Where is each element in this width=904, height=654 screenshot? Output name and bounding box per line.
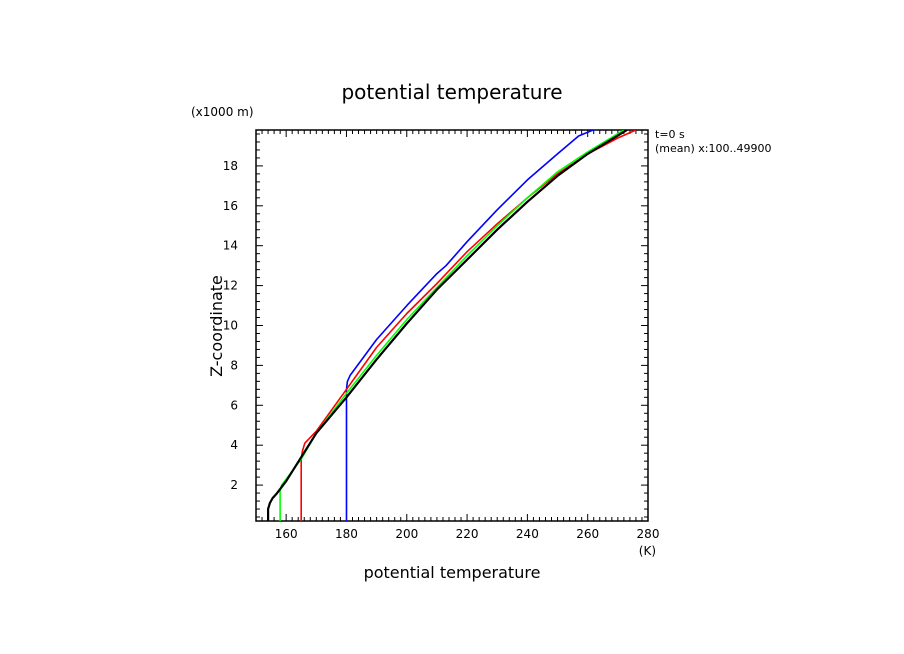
x-tick-label: 180: [335, 527, 358, 541]
x-tick-label: 200: [395, 527, 418, 541]
y-tick-label: 4: [230, 438, 238, 452]
x-tick-label: 280: [637, 527, 660, 541]
y-tick-label: 16: [223, 199, 238, 213]
time-annotation: t=0 s: [655, 128, 685, 141]
plot-area: 160 180 200 220 240 260 280 2 4 6 8 10 12 14 16 18: [223, 129, 660, 541]
series-line-1: [345, 130, 596, 521]
x-axis-label: potential temperature: [364, 563, 541, 582]
y-tick-label: 18: [223, 159, 238, 173]
y-unit-label: (x1000 m): [191, 105, 254, 119]
plot-frame: [255, 129, 649, 522]
x-tick-label: 260: [576, 527, 599, 541]
y-tick-label: 6: [230, 398, 238, 412]
mean-annotation: (mean) x:100..49900: [655, 142, 771, 155]
y-tick-label: 10: [223, 319, 238, 333]
x-unit-label: (K): [639, 544, 656, 558]
y-axis-label: Z-coordinate: [207, 275, 226, 377]
x-tick-label: 240: [516, 527, 539, 541]
x-tick-label: 220: [456, 527, 479, 541]
chart-title: potential temperature: [341, 80, 562, 104]
y-tick-label: 2: [230, 478, 238, 492]
series-line-2: [300, 130, 637, 521]
y-tick-label: 8: [230, 358, 238, 372]
series-line-3: [279, 130, 625, 521]
x-tick-label: 160: [275, 527, 298, 541]
y-tick-label: 12: [223, 279, 238, 293]
series-line-4: [267, 130, 628, 521]
y-tick-label: 14: [223, 239, 238, 253]
